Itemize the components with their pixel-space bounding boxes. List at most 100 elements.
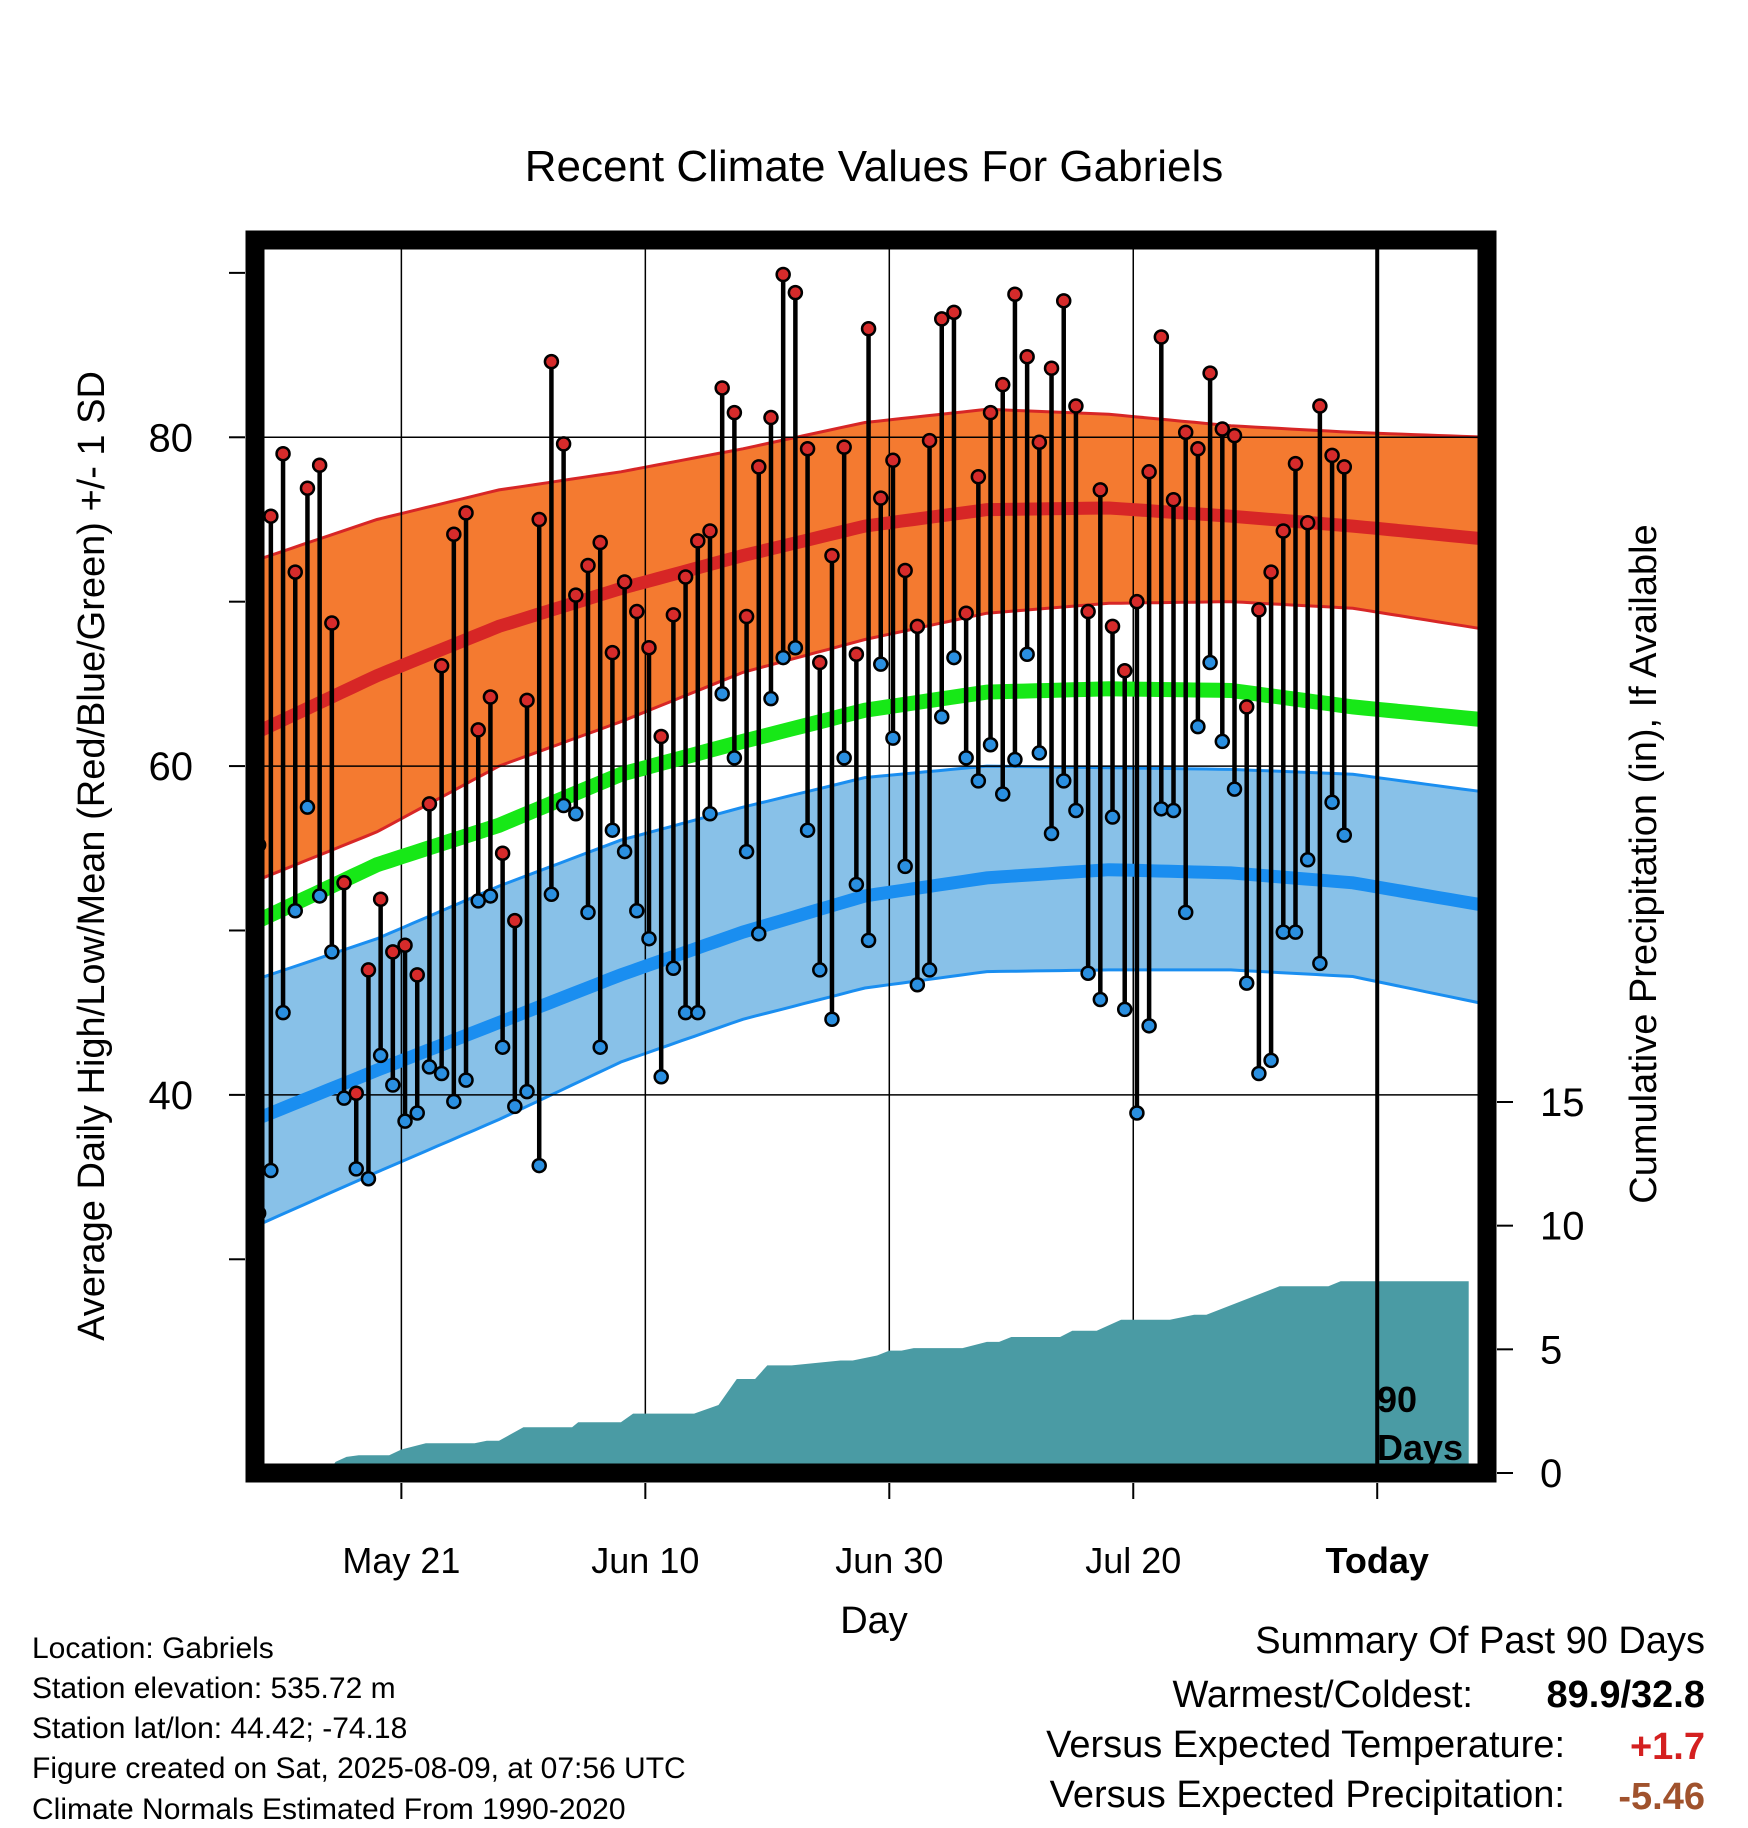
daily-low-point — [738, 843, 755, 860]
daily-high-point — [1275, 523, 1292, 539]
daily-high-point — [653, 728, 669, 745]
daily-high-point — [848, 646, 865, 663]
daily-low-point — [1202, 654, 1218, 671]
x-tick-label: Jun 30 — [835, 1540, 943, 1581]
daily-high-point — [421, 796, 438, 812]
daily-high-point — [690, 533, 706, 549]
daily-high-point — [1299, 515, 1316, 531]
daily-high-point — [751, 459, 767, 475]
precipitation-area — [255, 1281, 1469, 1473]
daily-high-point — [1202, 365, 1218, 381]
daily-low-point — [1251, 1065, 1267, 1082]
daily-low-point — [885, 730, 901, 746]
daily-low-point — [665, 960, 682, 977]
daily-low-point — [1007, 751, 1023, 768]
daily-high-point — [531, 511, 547, 528]
daily-high-point — [1214, 421, 1231, 437]
daily-low-point — [604, 822, 621, 838]
station-location: Location: Gabriels — [32, 1632, 274, 1665]
low-normal-band — [255, 766, 1487, 1227]
daily-low-point — [1031, 745, 1048, 761]
daily-high-point — [1177, 424, 1194, 441]
low-normal-band-lower-edge — [254, 968, 1488, 1228]
daily-high-point — [311, 457, 328, 473]
plot-frame — [245, 230, 1497, 1483]
daily-high-point — [726, 404, 743, 421]
daily-high-point — [1080, 603, 1096, 620]
daily-high-point — [433, 658, 450, 674]
daily-low-point — [690, 1004, 706, 1021]
daily-low-point — [1080, 965, 1096, 981]
y-tick-label-right: 5 — [1540, 1328, 1562, 1372]
x-tick-label: May 21 — [342, 1540, 460, 1581]
daily-high-point — [507, 912, 523, 929]
daily-high-point — [885, 452, 901, 469]
y-axis-left-label: Average Daily High/Low/Mean (Red/Blue/Gr… — [71, 371, 113, 1341]
daily-high-point — [1007, 286, 1023, 303]
daily-high-point — [1104, 618, 1121, 635]
daily-high-point — [970, 468, 987, 485]
daily-low-point — [1324, 794, 1340, 810]
daily-high-point — [1226, 427, 1243, 444]
daily-low-point — [897, 858, 913, 875]
station-elevation: Station elevation: 535.72 m — [32, 1672, 396, 1705]
daily-low-point — [970, 773, 987, 789]
high-normal-line — [252, 501, 1488, 740]
normals-note: Climate Normals Estimated From 1990-2020 — [32, 1793, 626, 1826]
daily-high-point — [592, 534, 608, 551]
daily-high-point — [1238, 699, 1255, 715]
daily-high-point — [446, 526, 462, 543]
daily-high-point — [580, 557, 596, 574]
daily-high-point — [494, 845, 511, 861]
daily-low-point — [433, 1065, 450, 1082]
daily-high-point — [1287, 455, 1304, 472]
x-axis-label: Day — [840, 1600, 908, 1642]
daily-low-point — [519, 1083, 535, 1100]
daily-high-point — [616, 574, 633, 590]
daily-high-point — [921, 432, 938, 449]
daily-low-point — [616, 843, 633, 860]
daily-low-point — [860, 932, 877, 949]
daily-low-point — [568, 806, 584, 822]
daily-low-point — [421, 1059, 438, 1075]
daily-low-point — [751, 926, 767, 942]
daily-low-point — [775, 649, 791, 666]
daily-low-point — [653, 1069, 669, 1085]
daily-high-point — [1165, 492, 1182, 508]
daily-low-point — [263, 1162, 279, 1179]
daily-high-point — [397, 937, 413, 954]
daily-low-point — [824, 1011, 840, 1028]
daily-high-point — [958, 605, 974, 621]
daily-low-point — [1043, 825, 1060, 842]
plot-area: 40 60 80 0 5 10 15 May 21 Jun 10 Jun 30 Jul 20 Toda… — [149, 230, 1585, 1581]
warm-cold-label: Warmest/Coldest: — [1172, 1674, 1473, 1716]
daily-low-point — [1141, 1018, 1157, 1034]
chart-title: Recent Climate Values For Gabriels — [525, 142, 1224, 191]
daily-high-point — [824, 547, 840, 564]
daily-high-point — [994, 376, 1011, 393]
daily-high-point — [1263, 564, 1279, 580]
daily-low-point — [799, 822, 816, 838]
daily-high-point — [385, 944, 401, 960]
station-latlon: Station lat/lon: 44.42; -74.18 — [32, 1712, 408, 1745]
daily-low-point — [1068, 802, 1084, 819]
daily-high-point — [665, 607, 682, 623]
daily-low-point — [909, 976, 926, 993]
daily-high-point — [787, 284, 804, 301]
daily-low-point — [1104, 809, 1121, 825]
daily-high-point — [604, 644, 621, 661]
x-tick-label: Today — [1326, 1540, 1429, 1581]
y-tick-label-right: 10 — [1540, 1205, 1585, 1249]
daily-low-point — [1299, 852, 1316, 868]
daily-high-point — [933, 311, 950, 327]
daily-low-point — [641, 930, 657, 947]
y-axis-right-label: Cumulative Precipitation (in), If Availa… — [1623, 524, 1665, 1203]
daily-high-point — [1129, 593, 1145, 610]
daily-high-point — [836, 439, 852, 455]
daily-low-point — [348, 1161, 364, 1177]
daily-high-point — [299, 480, 316, 496]
daily-high-point — [897, 562, 913, 579]
daily-high-point — [372, 891, 389, 907]
daily-low-point — [982, 736, 999, 753]
